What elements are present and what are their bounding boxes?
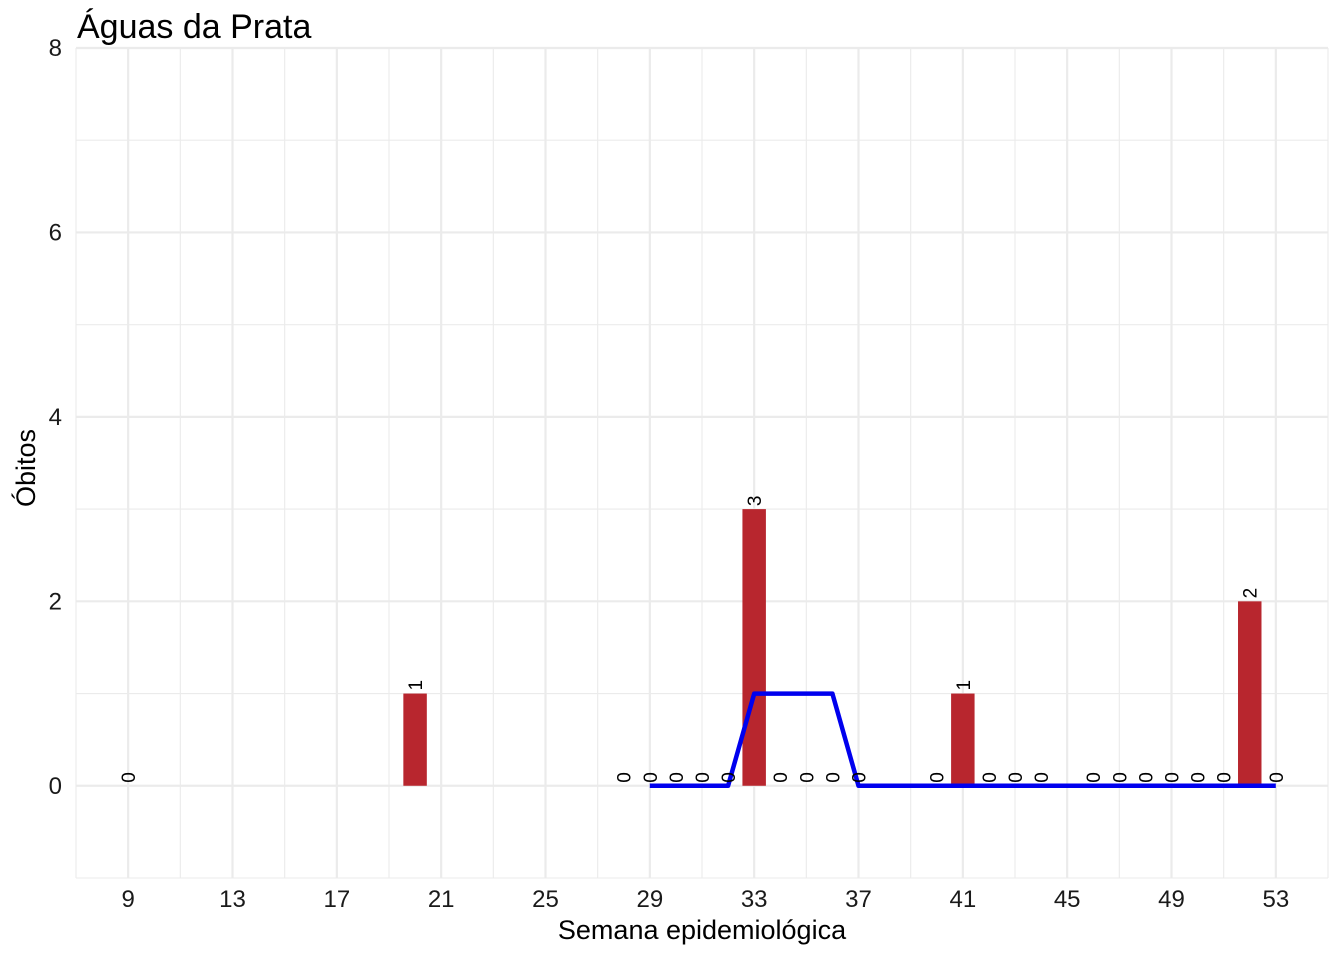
chart-title: Águas da Prata	[77, 8, 311, 46]
x-tick-label: 41	[949, 886, 976, 913]
bar	[742, 509, 766, 786]
x-tick-label: 33	[741, 886, 768, 913]
x-tick-label: 17	[323, 886, 350, 913]
x-tick-label: 13	[219, 886, 246, 913]
y-axis-title: Óbitos	[10, 429, 41, 507]
bar-label: 0	[119, 772, 140, 783]
bar-label: 0	[1032, 772, 1053, 783]
bar-label: 0	[1006, 772, 1027, 783]
x-tick-label: 37	[845, 886, 872, 913]
x-tick-label: 25	[532, 886, 559, 913]
bar	[403, 693, 427, 786]
bar-label: 0	[667, 772, 688, 783]
bar-label: 0	[1267, 772, 1288, 783]
bars-series	[403, 509, 1262, 786]
bar-label: 0	[850, 772, 871, 783]
bar-label: 3	[745, 496, 766, 507]
bar-label: 1	[954, 680, 975, 691]
bar-label: 0	[771, 772, 792, 783]
bar-label: 2	[1241, 588, 1262, 599]
bar	[951, 693, 975, 786]
bar-label: 0	[1110, 772, 1131, 783]
bar-label: 0	[719, 772, 740, 783]
minor-gridlines	[75, 48, 1329, 879]
x-axis-title: Semana epidemiológica	[558, 915, 847, 945]
y-tick-label: 8	[49, 35, 62, 62]
line-series	[649, 691, 1276, 789]
bar-label: 0	[1189, 772, 1210, 783]
y-axis-ticks: 0 2 4 6 8	[49, 35, 62, 800]
y-tick-label: 0	[49, 773, 62, 800]
x-tick-label: 53	[1262, 886, 1289, 913]
bar-label: 0	[797, 772, 818, 783]
moving-average-line	[649, 691, 1276, 789]
bar-label: 0	[1163, 772, 1184, 783]
bar-label: 0	[928, 772, 949, 783]
bar-label: 0	[641, 772, 662, 783]
bar-label: 0	[1084, 772, 1105, 783]
x-tick-label: 45	[1054, 886, 1081, 913]
x-axis-ticks: 9 13 17 21 25 29 33 37 41 45 49 53	[121, 886, 1289, 913]
bar-label: 0	[1215, 772, 1236, 783]
y-tick-label: 6	[49, 219, 62, 246]
bar-label: 0	[980, 772, 1001, 783]
bar-label: 0	[615, 772, 636, 783]
x-tick-label: 49	[1158, 886, 1185, 913]
y-tick-label: 2	[49, 588, 62, 615]
bar-label: 0	[823, 772, 844, 783]
bar-label: 0	[1136, 772, 1157, 783]
x-tick-label: 21	[428, 886, 455, 913]
bar-label: 1	[406, 680, 427, 691]
bar	[1238, 601, 1262, 786]
y-tick-label: 4	[49, 404, 62, 431]
bar-label: 0	[693, 772, 714, 783]
x-tick-label: 9	[121, 886, 134, 913]
x-tick-label: 29	[636, 886, 663, 913]
bar-value-labels: 010 0 0 0 030 0 0 0 010 0 0 0 0 0 0 0 020	[119, 496, 1288, 783]
